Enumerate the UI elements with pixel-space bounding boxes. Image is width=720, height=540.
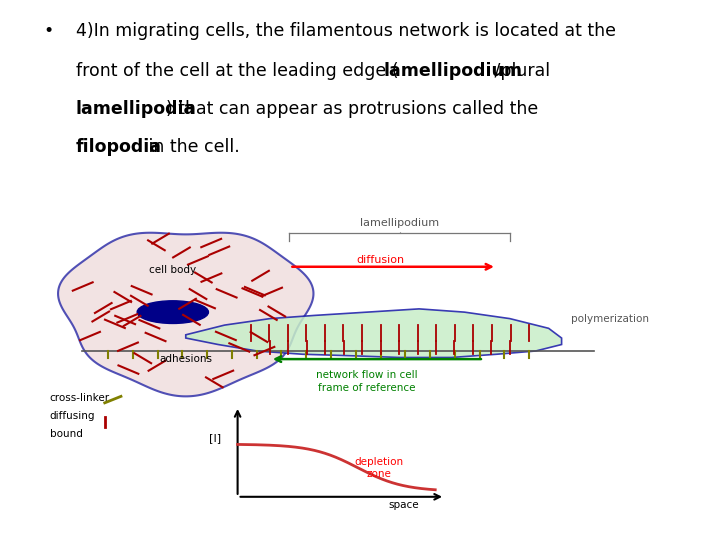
Text: ) that can appear as protrusions called the: ) that can appear as protrusions called … xyxy=(166,100,539,118)
Text: cell body: cell body xyxy=(149,265,197,275)
Text: in the cell.: in the cell. xyxy=(143,138,240,156)
Ellipse shape xyxy=(137,301,209,323)
Text: space: space xyxy=(388,500,419,510)
Text: network flow in cell
frame of reference: network flow in cell frame of reference xyxy=(316,370,418,393)
Text: depletion
zone: depletion zone xyxy=(354,456,403,479)
Text: lamellipodium: lamellipodium xyxy=(360,218,439,228)
Text: 4)In migrating cells, the filamentous network is located at the: 4)In migrating cells, the filamentous ne… xyxy=(76,22,616,39)
Text: cross-linker: cross-linker xyxy=(50,393,110,403)
Text: [I]: [I] xyxy=(210,433,222,443)
Text: bound: bound xyxy=(50,429,83,439)
Text: adhesions: adhesions xyxy=(159,354,212,364)
Polygon shape xyxy=(186,309,562,357)
Text: •: • xyxy=(43,22,53,39)
Text: diffusion: diffusion xyxy=(356,255,404,265)
Text: diffusing: diffusing xyxy=(50,411,95,421)
Text: polymerization: polymerization xyxy=(572,314,649,323)
Polygon shape xyxy=(58,233,313,396)
Text: /plural: /plural xyxy=(489,62,550,80)
Text: lamellipodia: lamellipodia xyxy=(76,100,196,118)
Text: filopodia: filopodia xyxy=(76,138,161,156)
Text: lamellipodium: lamellipodium xyxy=(384,62,523,80)
Text: front of the cell at the leading edge (: front of the cell at the leading edge ( xyxy=(76,62,398,80)
